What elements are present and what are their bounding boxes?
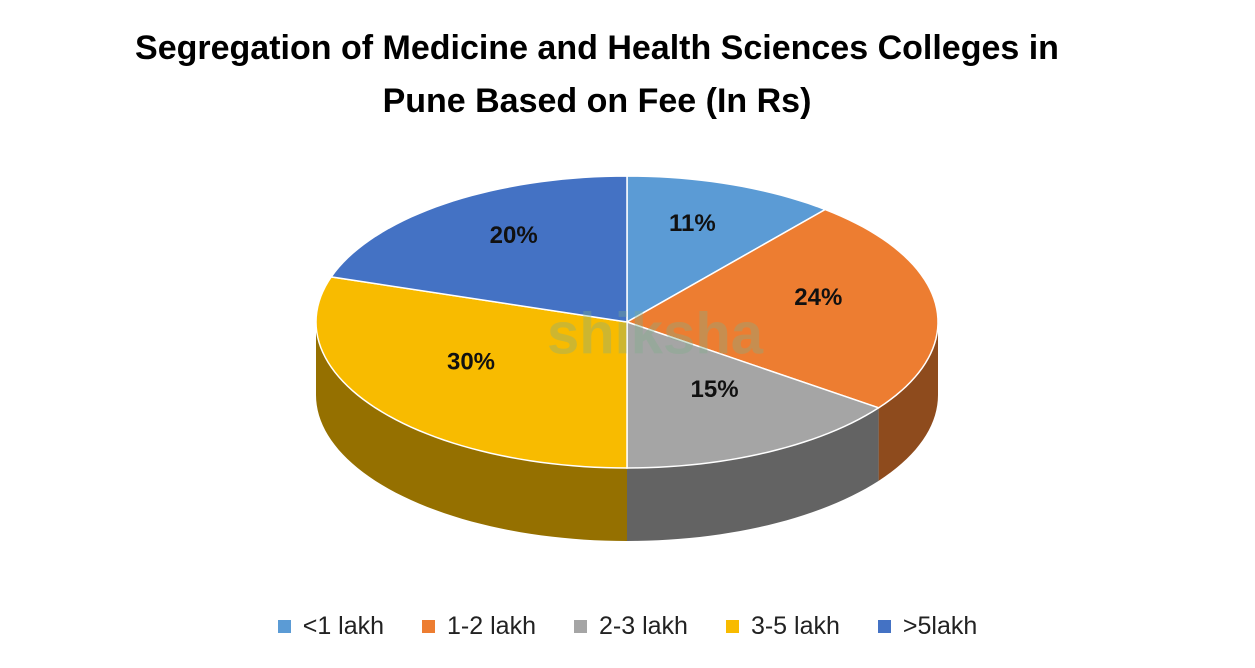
data-label: 24%: [794, 284, 842, 311]
legend-label: 3-5 lakh: [750, 612, 840, 640]
legend-swatch: [422, 620, 436, 633]
slice: [329, 175, 628, 323]
legend-label: 2-3 lakh: [598, 612, 688, 640]
data-label: 30%: [447, 349, 495, 376]
legend-label: >5lakh: [902, 612, 978, 640]
slice-side: [627, 407, 879, 541]
legend-label: 1-2 lakh: [447, 612, 536, 640]
chart-title: Segregation of Medicine and Health Scien…: [135, 29, 1059, 120]
legend-item: 2-3 lakh: [573, 612, 688, 641]
data-label: 15%: [691, 376, 739, 403]
slice-side: [878, 322, 938, 481]
legend-item: >5lakh: [877, 612, 978, 641]
legend-swatch: [277, 620, 291, 633]
slice: [626, 320, 881, 469]
legend-swatch: [573, 620, 587, 633]
legend-label: <1 lakh: [302, 612, 385, 640]
legend-item: 3-5 lakh: [725, 612, 840, 641]
legend: <1 lakh 1-2 lakh 2-3 lakh 3-5 lakh >5lakh: [0, 612, 1255, 641]
data-label: 11%: [669, 210, 716, 237]
legend-swatch: [725, 620, 739, 633]
legend-swatch: [877, 620, 891, 633]
data-label: 20%: [490, 222, 538, 249]
slice: [626, 175, 828, 324]
watermark: shiksha: [547, 301, 764, 366]
legend-item: <1 lakh: [277, 612, 385, 641]
slice: [625, 208, 939, 409]
slice: [315, 276, 628, 469]
legend-item: 1-2 lakh: [422, 612, 536, 641]
slice-side: [316, 322, 627, 541]
